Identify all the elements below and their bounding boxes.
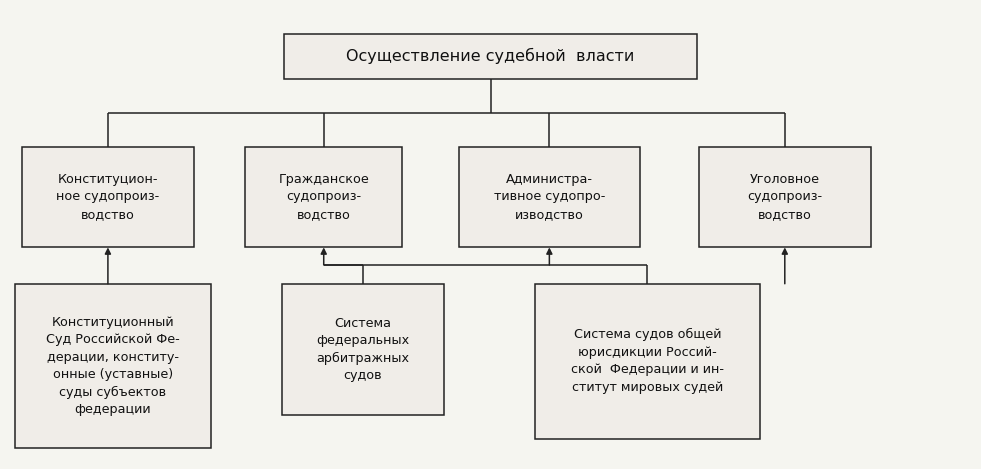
Text: Осуществление судебной  власти: Осуществление судебной власти [346, 48, 635, 64]
Bar [245, 146, 402, 248]
Bar [284, 34, 697, 79]
Text: Гражданское
судопроиз-
водство: Гражданское судопроиз- водство [279, 173, 369, 221]
Text: Конституционный
Суд Российской Фе-
дерации, конститу-
онные (уставные)
суды субъ: Конституционный Суд Российской Фе- дерац… [46, 316, 180, 416]
Text: Администра-
тивное судопро-
изводство: Администра- тивное судопро- изводство [493, 173, 605, 221]
Bar [535, 284, 760, 439]
Bar [15, 284, 211, 448]
Text: Система судов общей
юрисдикции Россий-
ской  Федерации и ин-
ститут мировых суде: Система судов общей юрисдикции Россий- с… [571, 328, 724, 394]
Text: Система
федеральных
арбитражных
судов: Система федеральных арбитражных судов [317, 317, 409, 382]
Bar [23, 146, 194, 248]
Bar [283, 284, 444, 415]
Bar [698, 146, 871, 248]
Text: Уголовное
судопроиз-
водство: Уголовное судопроиз- водство [748, 173, 822, 221]
Bar [459, 146, 641, 248]
Text: Конституцион-
ное судопроиз-
водство: Конституцион- ное судопроиз- водство [56, 173, 160, 221]
